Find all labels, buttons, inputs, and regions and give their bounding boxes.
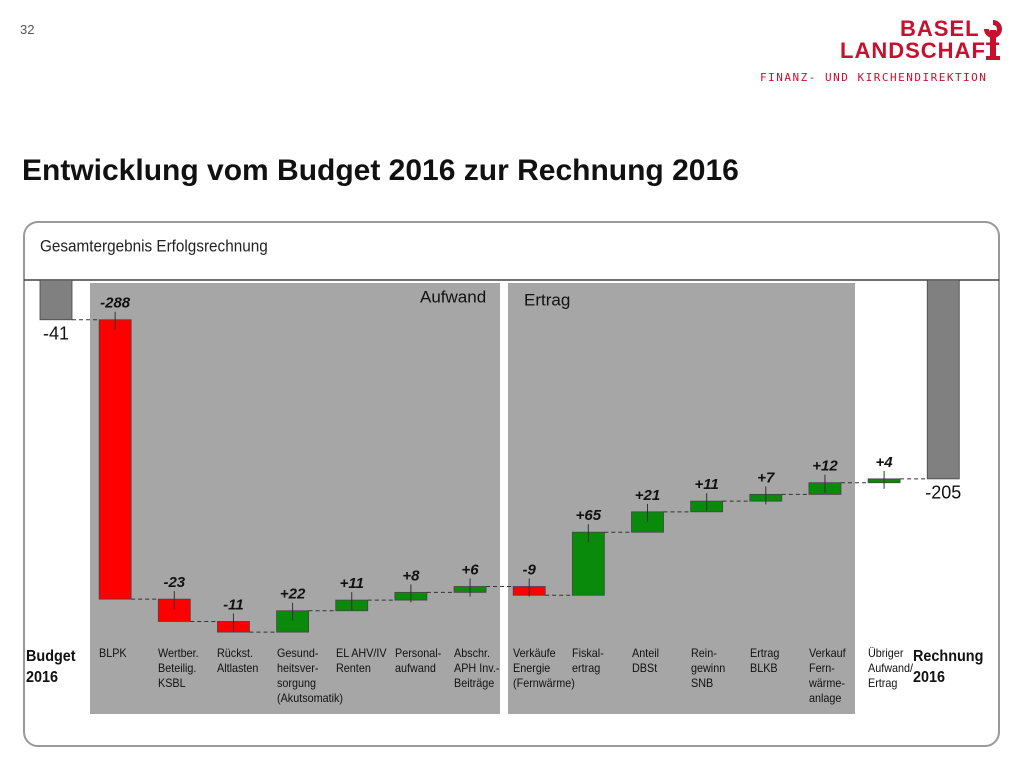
category-label: Abschr. APH Inv.- Beiträge xyxy=(454,646,500,690)
logo-line: LANDSCHAFT xyxy=(840,38,1001,63)
value-label: +4 xyxy=(876,454,894,471)
category-label: Übriger Aufwand/ Ertrag xyxy=(868,646,914,690)
category-label: Verkäufe Energie (Fernwärme) xyxy=(513,646,575,690)
bar xyxy=(926,279,960,480)
category-label: EL AHV/IV Renten xyxy=(335,646,387,675)
value-label: -205 xyxy=(925,483,961,503)
section-panel xyxy=(90,283,500,714)
value-label: +6 xyxy=(461,561,479,578)
bar xyxy=(98,319,132,600)
category-label: Wertber. Beteilig. KSBL xyxy=(158,646,199,690)
value-label: -9 xyxy=(523,561,537,578)
value-label: +11 xyxy=(340,575,364,592)
category-label: Rückst. Altlasten xyxy=(217,646,259,675)
category-label: Fiskal- ertrag xyxy=(572,646,605,675)
chart-title: Gesamtergebnis Erfolgsrechnung xyxy=(40,237,268,256)
category-label: Gesund- heitsver- sorgung (Akutsomatik) xyxy=(276,646,343,705)
value-label: +21 xyxy=(635,487,660,504)
bar xyxy=(571,531,605,596)
value-label: +11 xyxy=(694,476,718,493)
slide-title: Entwicklung vom Budget 2016 zur Rechnung… xyxy=(22,154,739,187)
section-panel xyxy=(508,283,855,714)
value-label: -41 xyxy=(43,324,69,344)
category-label: Anteil DBSt xyxy=(631,646,659,675)
value-label: +22 xyxy=(280,586,306,603)
value-label: +65 xyxy=(576,507,602,524)
value-label: -11 xyxy=(223,596,244,613)
bar xyxy=(39,279,73,321)
category-label: BLPK xyxy=(99,646,127,660)
page-number: 32 xyxy=(20,22,35,37)
section-label: Aufwand xyxy=(420,287,486,306)
category-label: Rein- gewinn SNB xyxy=(690,646,725,690)
category-label: Budget 2016 xyxy=(26,648,76,686)
value-label: +12 xyxy=(812,458,838,475)
category-label: Ertrag BLKB xyxy=(749,646,780,675)
category-label: Rechnung 2016 xyxy=(913,648,984,686)
value-label: +8 xyxy=(402,567,420,584)
value-label: -288 xyxy=(100,295,131,312)
value-label: +7 xyxy=(757,469,775,486)
logo-line: BASEL xyxy=(900,16,980,41)
value-label: -23 xyxy=(163,574,185,591)
section-label: Ertrag xyxy=(524,290,570,309)
category-label: Verkauf Fern- wärme- anlage xyxy=(808,646,846,705)
category-label: Personal- aufwand xyxy=(394,646,442,675)
logo-icon xyxy=(984,20,1002,60)
department: FINANZ- UND KIRCHENDIREKTION xyxy=(760,71,988,84)
